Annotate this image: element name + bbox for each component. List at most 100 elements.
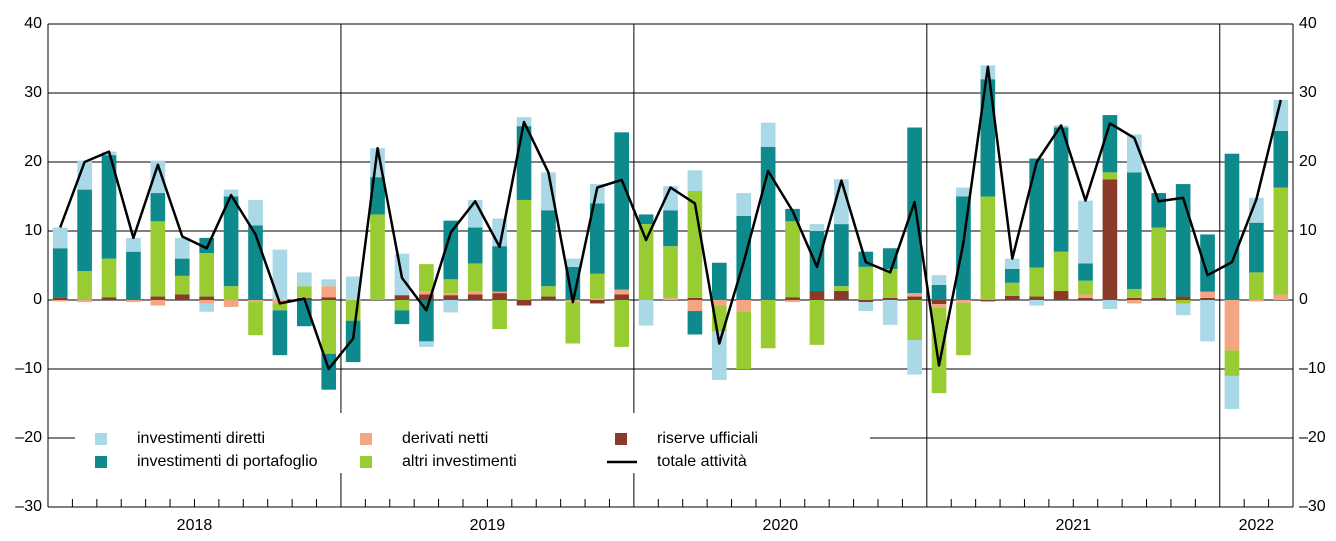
- bar-segment: [321, 286, 337, 298]
- bar-segment: [956, 187, 971, 197]
- bar-segment: [907, 296, 922, 300]
- bar-segment: [1224, 153, 1240, 300]
- bar-segment: [199, 303, 214, 312]
- bar-segment: [1127, 288, 1142, 298]
- x-year-label: 2021: [1055, 517, 1091, 534]
- bar-segment: [931, 275, 947, 285]
- bar-segment: [1029, 158, 1044, 268]
- bar-segment: [1053, 127, 1069, 252]
- bar-segment: [1004, 295, 1020, 300]
- bar-segment: [1127, 300, 1142, 304]
- bar-segment: [1029, 300, 1044, 306]
- bar-segment: [614, 132, 629, 290]
- x-year-label: 2018: [177, 517, 213, 534]
- bar-segment: [1249, 197, 1264, 223]
- bar-segment: [52, 300, 68, 302]
- bar-segment: [126, 300, 141, 303]
- bar-segment: [1004, 258, 1020, 269]
- bar-segment: [467, 227, 483, 264]
- bar-segment: [687, 311, 703, 335]
- bar-segment: [1078, 263, 1093, 281]
- bar-segment: [565, 266, 581, 300]
- bar-segment: [614, 300, 629, 347]
- bar-segment: [589, 300, 605, 304]
- bar-segment: [760, 300, 776, 349]
- bar-segment: [467, 291, 483, 295]
- y-tick-label-right: –20: [1299, 429, 1326, 446]
- bar-segment: [492, 293, 507, 300]
- bar-segment: [394, 295, 410, 300]
- y-tick-label-right: –30: [1299, 498, 1326, 515]
- bar-segment: [419, 291, 434, 295]
- bar-segment: [199, 253, 214, 297]
- bar-segment: [736, 193, 752, 216]
- bar-segment: [1273, 187, 1289, 295]
- bar-segment: [77, 300, 92, 303]
- bar-segment: [956, 302, 971, 356]
- bar-segment: [150, 160, 166, 194]
- bar-segment: [77, 189, 92, 272]
- bar-segment: [907, 293, 922, 297]
- bar-segment: [614, 294, 629, 300]
- bar-segment: [1127, 297, 1142, 300]
- bar-segment: [1273, 99, 1289, 131]
- bar-segment: [150, 221, 166, 297]
- bar-segment: [931, 300, 947, 305]
- bar-segment: [174, 258, 190, 276]
- bar-segment: [394, 300, 410, 311]
- bar-segment: [467, 199, 483, 228]
- bar-segment: [126, 237, 141, 252]
- bar-segment: [638, 224, 654, 300]
- bar-segment: [1102, 172, 1118, 180]
- bar-segment: [223, 189, 239, 197]
- y-tick-label-right: 0: [1299, 291, 1308, 308]
- bar-segment: [907, 300, 922, 341]
- bar-segment: [1200, 234, 1215, 292]
- bar-segment: [931, 307, 947, 394]
- bar-segment: [541, 296, 556, 300]
- bar-segment: [1078, 200, 1093, 264]
- y-tick-label-right: 40: [1299, 15, 1317, 32]
- bar-segment: [150, 300, 166, 306]
- bar-segment: [760, 122, 776, 147]
- y-tick-label-right: 10: [1299, 222, 1317, 239]
- bar-segment: [443, 300, 459, 313]
- bar-segment: [687, 300, 703, 312]
- bar-segment: [1224, 350, 1240, 376]
- bar-segment: [77, 271, 92, 300]
- bar-segment: [1029, 267, 1044, 297]
- bar-segment: [443, 293, 459, 296]
- bar-segment: [785, 221, 800, 298]
- bar-segment: [858, 300, 874, 303]
- bar-segment: [712, 262, 727, 300]
- bar-segment: [956, 300, 971, 303]
- bar-segment: [101, 297, 117, 300]
- bar-segment: [345, 320, 361, 363]
- bar-segment: [980, 300, 996, 302]
- y-tick-label: 20: [24, 153, 42, 170]
- bar-segment: [101, 155, 117, 259]
- bar-segment: [1249, 222, 1264, 273]
- x-year-label: 2022: [1239, 517, 1275, 534]
- bar-segment: [199, 300, 214, 304]
- bar-segment: [223, 286, 239, 300]
- bar-segment: [492, 246, 507, 292]
- bar-segment: [321, 279, 337, 287]
- y-tick-label: 30: [24, 84, 42, 101]
- legend-swatch: [360, 433, 372, 445]
- bar-segment: [321, 297, 337, 300]
- legend-label: altri investimenti: [402, 453, 517, 470]
- bar-segment: [516, 199, 532, 300]
- bar-segment: [248, 199, 263, 226]
- bar-segment: [712, 300, 727, 306]
- bar-segment: [52, 248, 68, 298]
- bar-segment: [663, 297, 678, 300]
- legend-swatch: [615, 433, 627, 445]
- x-year-label: 2019: [470, 517, 506, 534]
- bar-segment: [663, 210, 678, 247]
- bar-segment: [1053, 251, 1069, 292]
- bar-segment: [1078, 294, 1093, 298]
- total-line: [59, 65, 1283, 371]
- bar-segment: [394, 310, 410, 325]
- bar-segment: [834, 224, 849, 287]
